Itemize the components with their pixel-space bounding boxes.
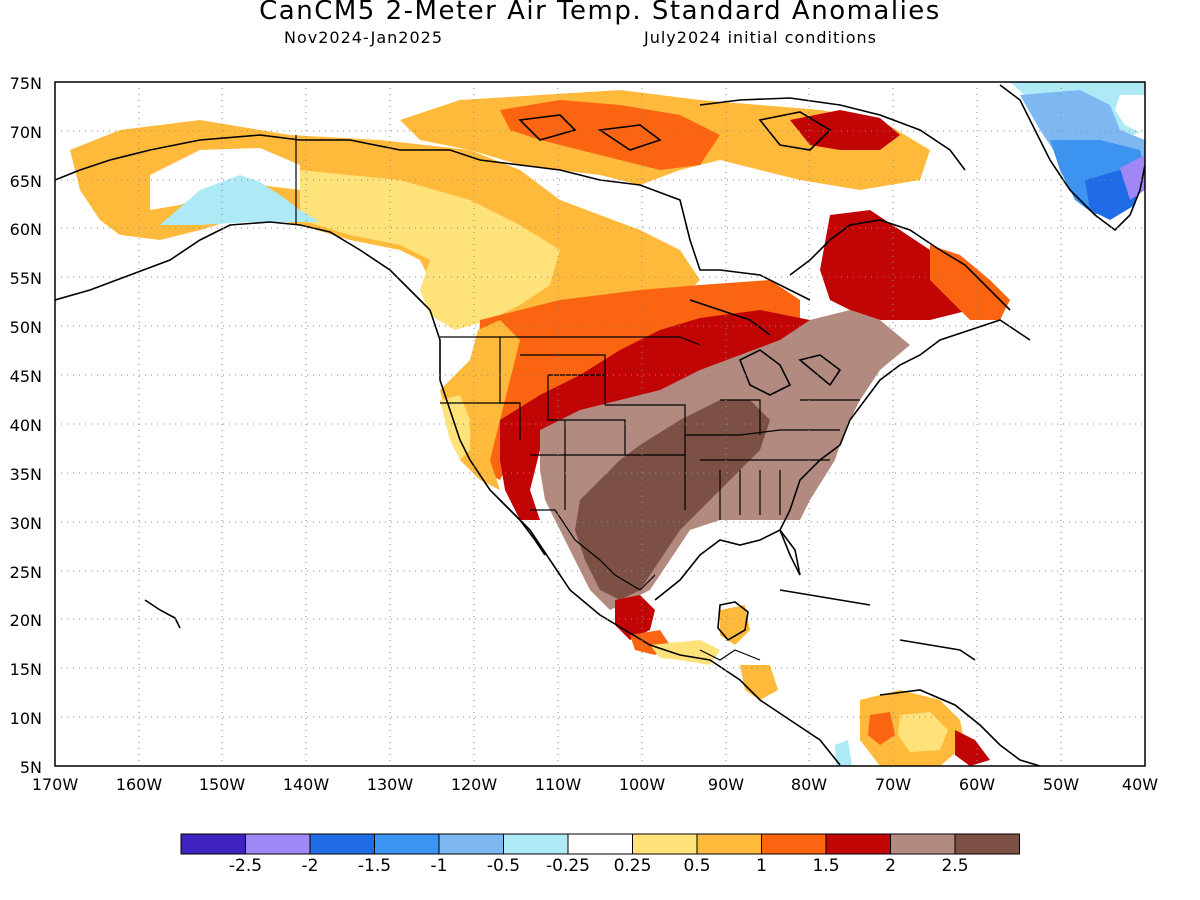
legend-swatch (632, 833, 698, 855)
legend-label: 0.25 (613, 856, 652, 876)
legend-swatch (309, 833, 375, 855)
lat-label: 55N (10, 269, 42, 288)
lon-label: 160W (116, 775, 163, 794)
forecast-period: Nov2024-Jan2025 (284, 28, 443, 47)
legend-swatch (503, 833, 569, 855)
shade-sa-lightblue (835, 740, 852, 766)
shade-greenland-violet (1120, 155, 1145, 200)
legend-label: -2.5 (228, 856, 263, 876)
legend-label: -1.5 (357, 856, 392, 876)
lat-label: 20N (10, 611, 42, 630)
legend-label: 1 (756, 856, 767, 876)
lat-label: 30N (10, 514, 42, 533)
lat-label: 15N (10, 660, 42, 679)
map-frame (54, 81, 1146, 767)
gridlines (55, 82, 1145, 766)
color-legend (180, 833, 1020, 855)
shade-alaska-white (150, 148, 300, 210)
legend-swatch (180, 833, 246, 855)
lon-label: 140W (283, 775, 330, 794)
lon-label: 50W (1043, 775, 1079, 794)
lat-label: 70N (10, 123, 42, 142)
legend-swatch (567, 833, 633, 855)
legend-swatch (761, 833, 827, 855)
shade-hudson-white (690, 180, 830, 275)
lon-label: 110W (535, 775, 582, 794)
legend-label: -1 (430, 856, 448, 876)
shade-arctic-red (500, 100, 720, 170)
lat-label: 5N (20, 758, 42, 777)
shade-labrador-orange (930, 245, 1010, 320)
lat-label: 50N (10, 318, 42, 337)
lat-label: 45N (10, 367, 42, 386)
lat-label: 60N (10, 220, 42, 239)
shade-mexico-red (615, 595, 655, 640)
shade-sa-darkorange (868, 712, 895, 745)
lon-label: 100W (619, 775, 666, 794)
shade-sa-red (955, 730, 990, 766)
lat-label: 40N (10, 416, 42, 435)
legend-swatch (696, 833, 762, 855)
initial-conditions: July2024 initial conditions (644, 28, 877, 47)
borders (295, 135, 860, 661)
shade-quebec-red (820, 210, 980, 320)
map-title: CanCM5 2-Meter Air Temp. Standard Anomal… (259, 0, 941, 26)
lon-label: 120W (451, 775, 498, 794)
shade-greenland-white (1115, 95, 1145, 135)
legend-label: 1.5 (812, 856, 840, 876)
shade-centralamerica-orange (740, 665, 778, 700)
shade-sa-yellow (898, 712, 948, 752)
coastlines (55, 84, 1145, 766)
lon-label: 80W (791, 775, 827, 794)
legend-label: -0.25 (546, 856, 590, 876)
lat-label: 75N (10, 74, 42, 93)
shade-arctic-east-red (790, 110, 900, 150)
legend-label: 2 (885, 856, 896, 876)
shade-canada-yellow (300, 170, 560, 330)
legend-swatch (438, 833, 504, 855)
longitude-labels: 170W 160W 150W 140W 130W 120W 110W 100W … (32, 775, 1158, 794)
lon-label: 60W (959, 775, 995, 794)
legend-label: -2 (301, 856, 319, 876)
latitude-labels: 75N 70N 65N 60N 55N 50N 45N 40N 35N 30N … (10, 74, 42, 777)
lon-label: 90W (708, 775, 744, 794)
legend-swatch (245, 833, 311, 855)
shade-alaska-lightblue (160, 175, 320, 225)
legend-swatch (954, 833, 1020, 855)
shade-yucatan-orange (720, 605, 750, 645)
lat-label: 65N (10, 172, 42, 191)
lat-label: 10N (10, 709, 42, 728)
lon-label: 170W (32, 775, 79, 794)
legend-label: 2.5 (941, 856, 969, 876)
legend-swatch (890, 833, 956, 855)
legend-label: -0.5 (486, 856, 521, 876)
lon-label: 70W (875, 775, 911, 794)
shade-us-darkbrown (575, 400, 770, 600)
legend-swatch (825, 833, 891, 855)
lon-label: 150W (199, 775, 246, 794)
lat-label: 25N (10, 563, 42, 582)
legend-swatch (374, 833, 440, 855)
lon-label: 40W (1122, 775, 1158, 794)
lat-label: 35N (10, 465, 42, 484)
lon-label: 130W (367, 775, 414, 794)
legend-label: 0.5 (683, 856, 711, 876)
